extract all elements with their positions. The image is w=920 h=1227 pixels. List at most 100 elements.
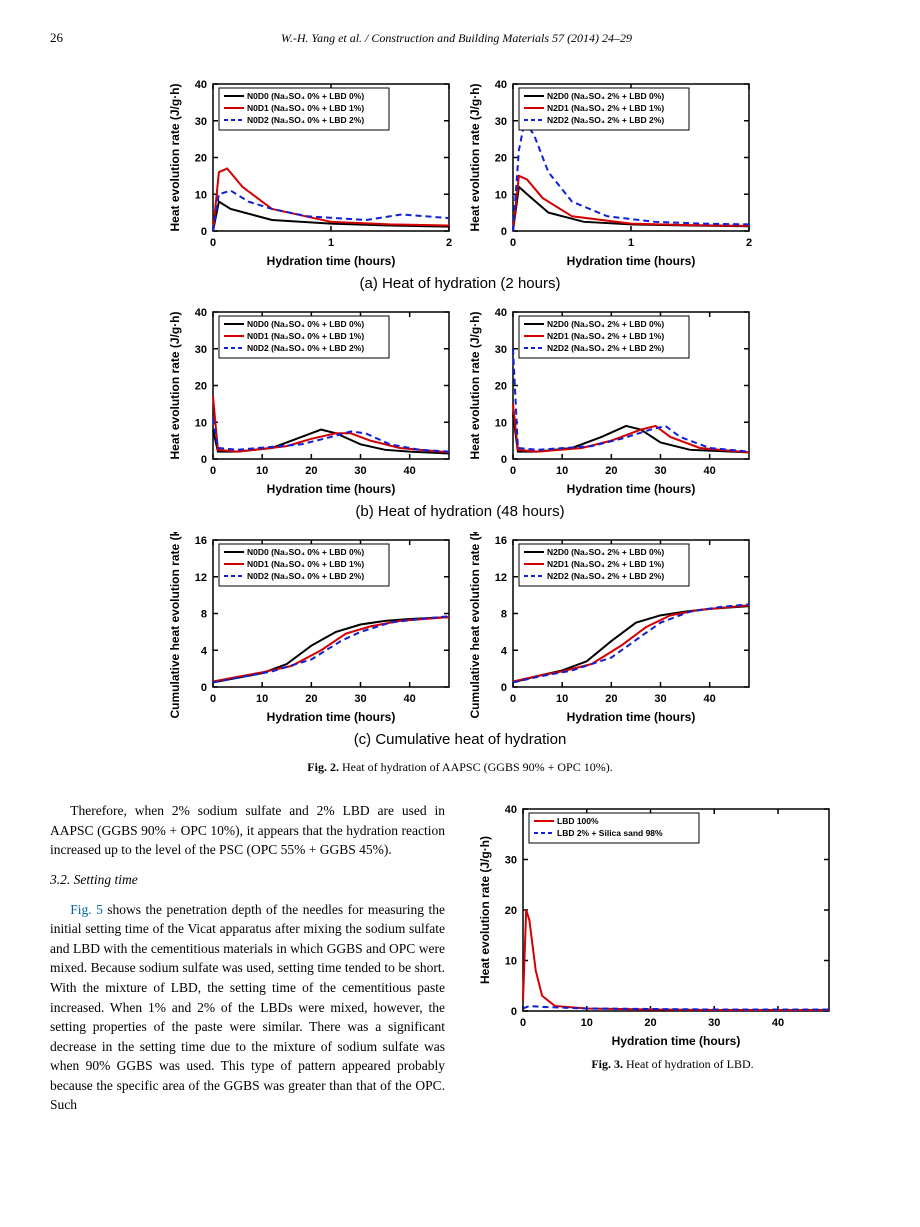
svg-text:30: 30 xyxy=(495,116,507,128)
svg-text:12: 12 xyxy=(195,572,207,584)
svg-text:40: 40 xyxy=(195,79,207,91)
svg-text:Cumulative heat evolution rat: Cumulative heat evolution rate (kJ/g) xyxy=(168,532,182,719)
svg-text:40: 40 xyxy=(404,693,416,705)
svg-text:N0D0 (Na₂SO₄ 0% + LBD 0%): N0D0 (Na₂SO₄ 0% + LBD 0%) xyxy=(247,319,364,329)
svg-text:0: 0 xyxy=(210,693,216,705)
svg-text:10: 10 xyxy=(195,189,207,201)
svg-text:N0D2 (Na₂SO₄ 0% + LBD 2%): N0D2 (Na₂SO₄ 0% + LBD 2%) xyxy=(247,115,364,125)
svg-text:40: 40 xyxy=(704,693,716,705)
svg-text:30: 30 xyxy=(354,465,366,477)
svg-text:10: 10 xyxy=(495,189,507,201)
svg-text:0: 0 xyxy=(201,226,207,238)
svg-text:Hydration time (hours): Hydration time (hours) xyxy=(267,254,396,268)
svg-text:N2D2 (Na₂SO₄ 2% + LBD 2%): N2D2 (Na₂SO₄ 2% + LBD 2%) xyxy=(547,115,664,125)
svg-text:1: 1 xyxy=(628,237,634,249)
chart: 010203040010203040N0D0 (Na₂SO₄ 0% + LBD … xyxy=(165,304,455,499)
svg-text:10: 10 xyxy=(556,693,568,705)
svg-text:N0D2 (Na₂SO₄ 0% + LBD 2%): N0D2 (Na₂SO₄ 0% + LBD 2%) xyxy=(247,571,364,581)
svg-text:N2D1 (Na₂SO₄ 2% + LBD 1%): N2D1 (Na₂SO₄ 2% + LBD 1%) xyxy=(547,559,664,569)
svg-text:16: 16 xyxy=(195,535,207,547)
svg-text:Hydration time (hours): Hydration time (hours) xyxy=(267,482,396,496)
body-p1: Therefore, when 2% sodium sulfate and 2%… xyxy=(50,801,445,860)
svg-text:12: 12 xyxy=(495,572,507,584)
svg-text:40: 40 xyxy=(404,465,416,477)
svg-text:N2D2 (Na₂SO₄ 2% + LBD 2%): N2D2 (Na₂SO₄ 2% + LBD 2%) xyxy=(547,343,664,353)
svg-text:N0D0 (Na₂SO₄ 0% + LBD 0%): N0D0 (Na₂SO₄ 0% + LBD 0%) xyxy=(247,547,364,557)
svg-text:40: 40 xyxy=(495,307,507,319)
svg-text:30: 30 xyxy=(654,465,666,477)
svg-text:N0D1 (Na₂SO₄ 0% + LBD 1%): N0D1 (Na₂SO₄ 0% + LBD 1%) xyxy=(247,559,364,569)
chart: 010203040012N0D0 (Na₂SO₄ 0% + LBD 0%)N0D… xyxy=(165,76,455,271)
svg-text:0: 0 xyxy=(511,1006,517,1018)
svg-text:20: 20 xyxy=(605,465,617,477)
svg-text:30: 30 xyxy=(195,116,207,128)
svg-text:0: 0 xyxy=(201,454,207,466)
svg-text:10: 10 xyxy=(256,693,268,705)
svg-text:Hydration time (hours): Hydration time (hours) xyxy=(567,710,696,724)
svg-text:20: 20 xyxy=(495,381,507,393)
svg-text:N2D1 (Na₂SO₄ 2% + LBD 1%): N2D1 (Na₂SO₄ 2% + LBD 1%) xyxy=(547,103,664,113)
svg-text:40: 40 xyxy=(704,465,716,477)
svg-text:Cumulative heat evolution rat: Cumulative heat evolution rate (kJ/g) xyxy=(468,532,482,719)
chart: 0481216010203040N0D0 (Na₂SO₄ 0% + LBD 0%… xyxy=(165,532,455,727)
svg-text:40: 40 xyxy=(772,1017,784,1029)
svg-text:10: 10 xyxy=(495,417,507,429)
section-3-2: 3.2. Setting time xyxy=(50,872,445,888)
figure-3: 010203040010203040LBD 100%LBD 2% + Silic… xyxy=(475,801,870,1051)
svg-text:20: 20 xyxy=(505,905,517,917)
svg-text:Heat evolution rate (J/g·h): Heat evolution rate (J/g·h) xyxy=(468,83,482,231)
svg-text:30: 30 xyxy=(495,344,507,356)
svg-text:8: 8 xyxy=(201,609,207,621)
chart: 010203040010203040N2D0 (Na₂SO₄ 2% + LBD … xyxy=(465,304,755,499)
svg-text:Hydration time (hours): Hydration time (hours) xyxy=(567,254,696,268)
svg-text:N2D0 (Na₂SO₄ 2% + LBD 0%): N2D0 (Na₂SO₄ 2% + LBD 0%) xyxy=(547,91,664,101)
svg-text:40: 40 xyxy=(195,307,207,319)
svg-text:10: 10 xyxy=(581,1017,593,1029)
svg-text:2: 2 xyxy=(446,237,452,249)
svg-text:0: 0 xyxy=(501,454,507,466)
svg-text:N2D0 (Na₂SO₄ 2% + LBD 0%): N2D0 (Na₂SO₄ 2% + LBD 0%) xyxy=(547,319,664,329)
svg-text:30: 30 xyxy=(654,693,666,705)
svg-text:0: 0 xyxy=(201,682,207,694)
svg-text:0: 0 xyxy=(520,1017,526,1029)
svg-text:30: 30 xyxy=(505,855,517,867)
svg-text:40: 40 xyxy=(495,79,507,91)
svg-text:N0D1 (Na₂SO₄ 0% + LBD 1%): N0D1 (Na₂SO₄ 0% + LBD 1%) xyxy=(247,103,364,113)
svg-text:LBD 2% + Silica sand 98%: LBD 2% + Silica sand 98% xyxy=(557,828,663,838)
figure-2: 010203040012N0D0 (Na₂SO₄ 0% + LBD 0%)N0D… xyxy=(50,76,870,775)
svg-text:0: 0 xyxy=(510,237,516,249)
svg-text:0: 0 xyxy=(501,226,507,238)
page-number: 26 xyxy=(50,30,63,46)
svg-text:30: 30 xyxy=(195,344,207,356)
svg-text:20: 20 xyxy=(195,153,207,165)
svg-text:1: 1 xyxy=(328,237,334,249)
svg-text:40: 40 xyxy=(505,804,517,816)
svg-text:10: 10 xyxy=(505,956,517,968)
svg-text:Hydration time (hours): Hydration time (hours) xyxy=(567,482,696,496)
svg-text:16: 16 xyxy=(495,535,507,547)
svg-text:0: 0 xyxy=(501,682,507,694)
svg-text:N2D1 (Na₂SO₄ 2% + LBD 1%): N2D1 (Na₂SO₄ 2% + LBD 1%) xyxy=(547,331,664,341)
svg-text:N2D2 (Na₂SO₄ 2% + LBD 2%): N2D2 (Na₂SO₄ 2% + LBD 2%) xyxy=(547,571,664,581)
svg-text:LBD 100%: LBD 100% xyxy=(557,816,599,826)
svg-text:Heat evolution rate (J/g·h): Heat evolution rate (J/g·h) xyxy=(168,83,182,231)
svg-text:Hydration time (hours): Hydration time (hours) xyxy=(612,1034,741,1048)
fig2a-caption: (a) Heat of hydration (2 hours) xyxy=(50,275,870,292)
svg-text:Heat evolution rate (J/g·h): Heat evolution rate (J/g·h) xyxy=(468,311,482,459)
svg-text:20: 20 xyxy=(305,693,317,705)
svg-text:10: 10 xyxy=(256,465,268,477)
svg-text:20: 20 xyxy=(495,153,507,165)
svg-text:N0D0 (Na₂SO₄ 0% + LBD 0%): N0D0 (Na₂SO₄ 0% + LBD 0%) xyxy=(247,91,364,101)
svg-text:8: 8 xyxy=(501,609,507,621)
svg-text:0: 0 xyxy=(510,693,516,705)
svg-text:Hydration time (hours): Hydration time (hours) xyxy=(267,710,396,724)
chart: 010203040010203040LBD 100%LBD 2% + Silic… xyxy=(475,801,835,1051)
fig2b-caption: (b) Heat of hydration (48 hours) xyxy=(50,503,870,520)
svg-text:Heat evolution rate (J/g·h): Heat evolution rate (J/g·h) xyxy=(168,311,182,459)
fig2-caption: Fig. 2. Heat of hydration of AAPSC (GGBS… xyxy=(50,760,870,775)
svg-text:4: 4 xyxy=(201,645,208,657)
chart: 0481216010203040N2D0 (Na₂SO₄ 2% + LBD 0%… xyxy=(465,532,755,727)
running-head: W.-H. Yang et al. / Construction and Bui… xyxy=(63,31,850,46)
svg-text:20: 20 xyxy=(605,693,617,705)
body-p2: Fig. 5 shows the penetration depth of th… xyxy=(50,900,445,1115)
